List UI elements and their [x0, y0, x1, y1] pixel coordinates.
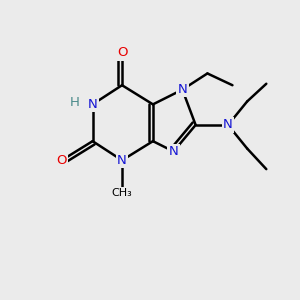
Text: H: H [69, 95, 79, 109]
Text: O: O [56, 154, 67, 167]
Text: N: N [178, 83, 187, 96]
Text: CH₃: CH₃ [112, 188, 132, 198]
Text: N: N [88, 98, 98, 111]
Text: N: N [223, 118, 233, 131]
Text: N: N [169, 145, 178, 158]
Text: O: O [117, 46, 127, 59]
Text: N: N [117, 154, 127, 167]
